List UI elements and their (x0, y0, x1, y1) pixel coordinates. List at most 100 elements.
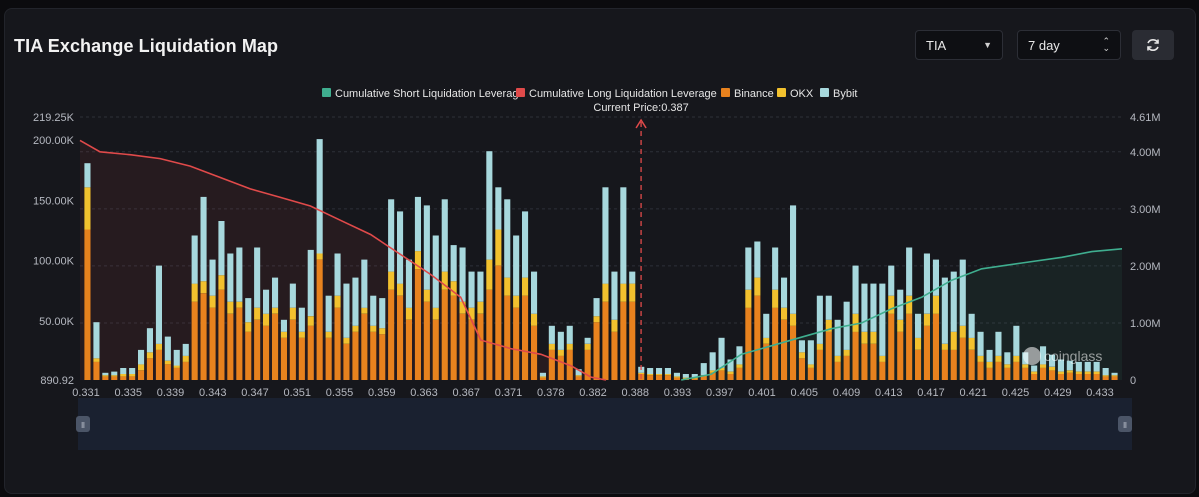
bar-binance (263, 325, 270, 380)
bar-binance (593, 322, 600, 380)
bar-binance (1031, 374, 1038, 380)
bar-okx (504, 277, 511, 296)
x-axis-tick-label: 0.335 (114, 387, 142, 399)
bar-okx (727, 371, 734, 374)
bar-bybit (522, 211, 529, 278)
bar-binance (977, 361, 984, 380)
bar-binance (700, 376, 707, 380)
bar-okx (307, 316, 314, 326)
bar-okx (843, 349, 850, 356)
bar-bybit (611, 271, 618, 320)
bar-okx (1066, 370, 1073, 373)
bar-bybit (334, 253, 341, 296)
period-select[interactable]: 7 day ⌃ ⌄ (1017, 30, 1121, 60)
symbol-select-value: TIA (926, 37, 947, 53)
bar-okx (325, 331, 332, 338)
bar-okx (1022, 364, 1029, 368)
bar-okx (763, 337, 770, 344)
chart-legend: Cumulative Short Liquidation Leverage Cum… (322, 88, 857, 100)
x-axis-tick-label: 0.401 (748, 387, 776, 399)
bar-binance (1049, 370, 1056, 380)
bar-okx (575, 375, 582, 377)
bar-okx (959, 325, 966, 338)
bar-bybit (298, 307, 305, 332)
bar-binance (450, 295, 457, 380)
bar-okx (218, 275, 225, 290)
bar-binance (84, 229, 91, 380)
left-axis-tick-label: 200.00K (33, 135, 75, 147)
bar-bybit (709, 352, 716, 371)
bar-binance (754, 295, 761, 380)
legend-swatch-bybit (820, 88, 829, 97)
symbol-select[interactable]: TIA ▼ (915, 30, 1003, 60)
left-axis-tick-label: 100.00K (33, 256, 75, 268)
legend-label-bybit: Bybit (833, 88, 857, 100)
bar-binance (495, 265, 502, 380)
bar-okx (441, 271, 448, 290)
bar-okx (111, 375, 118, 377)
bar-binance (1013, 361, 1020, 380)
range-handle-left[interactable] (76, 416, 90, 432)
bar-binance (200, 293, 207, 380)
bar-okx (664, 374, 671, 376)
bar-bybit (656, 368, 663, 374)
bar-binance (111, 376, 118, 380)
bar-bybit (352, 277, 359, 326)
bar-bybit (664, 368, 671, 374)
bar-bybit (102, 372, 109, 376)
bar-bybit (468, 271, 475, 308)
bar-okx (736, 364, 743, 368)
bar-okx (200, 281, 207, 294)
bar-okx (897, 319, 904, 332)
bar-okx (1004, 364, 1011, 368)
bar-binance (405, 319, 412, 380)
bar-okx (968, 337, 975, 350)
bar-binance (986, 368, 993, 380)
bar-binance (807, 368, 814, 380)
bar-binance (432, 319, 439, 380)
bar-okx (816, 343, 823, 350)
bar-bybit (1111, 372, 1118, 376)
bar-bybit (923, 253, 930, 314)
x-axis-tick-label: 0.331 (72, 387, 100, 399)
bar-bybit (1057, 359, 1064, 372)
x-axis-tick-label: 0.378 (537, 387, 565, 399)
range-track[interactable] (78, 398, 1132, 450)
bar-bybit (575, 369, 582, 376)
bar-binance (781, 319, 788, 380)
bar-okx (638, 372, 645, 374)
bar-bybit (245, 298, 252, 323)
refresh-button[interactable] (1132, 30, 1174, 60)
bar-binance (870, 343, 877, 380)
bar-bybit (477, 271, 484, 302)
bar-bybit (325, 295, 332, 332)
bar-bybit (1013, 325, 1020, 356)
bar-okx (656, 374, 663, 376)
bar-bybit (593, 298, 600, 317)
x-axis-tick-label: 0.413 (875, 387, 903, 399)
bar-binance (941, 349, 948, 380)
bar-bybit (531, 271, 538, 314)
right-axis-tick-label: 4.00M (1130, 147, 1161, 159)
period-select-value: 7 day (1028, 37, 1060, 53)
bar-binance (209, 307, 216, 380)
bar-okx (772, 289, 779, 308)
bar-bybit (414, 196, 421, 252)
bar-binance (825, 331, 832, 380)
bar-bybit (504, 199, 511, 278)
bar-okx (531, 313, 538, 326)
range-handle-right[interactable] (1118, 416, 1132, 432)
bar-okx (155, 343, 162, 350)
range-scrollbar[interactable]: ll ll (76, 398, 1132, 450)
bar-bybit (200, 196, 207, 282)
bar-binance (888, 313, 895, 380)
bar-binance (155, 349, 162, 380)
bar-okx (1013, 355, 1020, 362)
bar-binance (164, 364, 171, 380)
bar-binance (334, 307, 341, 380)
bar-bybit (441, 199, 448, 272)
bar-okx (682, 377, 689, 379)
bar-binance (790, 325, 797, 380)
bar-binance (280, 337, 287, 380)
bar-bybit (888, 265, 895, 296)
